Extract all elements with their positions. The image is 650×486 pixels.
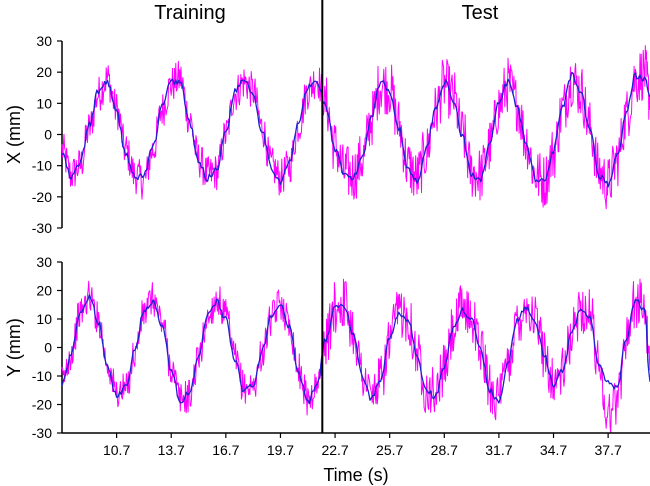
x-tick-label: 31.7 [485,442,512,458]
x-tick-label: 25.7 [376,442,403,458]
x-tick-label: 37.7 [595,442,622,458]
y-tick-label-y: -30 [32,425,52,441]
filtered-trace-y [61,294,650,405]
y-tick-label-y: 10 [36,311,52,327]
y-axis-title-y: Y (mm) [4,318,24,377]
x-position-panel: -30 -20 -10 0 10 20 30 X (mm) [4,33,650,236]
x-tick-label: 19.7 [267,442,294,458]
y-tick-label-x: -30 [32,220,52,236]
y-tick-label-x: -20 [32,189,52,205]
test-section-label: Test [462,2,499,24]
y-tick-label-x: 10 [36,95,52,111]
x-tick-label: 22.7 [321,442,348,458]
y-tick-label-y: -10 [32,368,52,384]
y-axis-title-x: X (mm) [4,105,24,164]
y-tick-label-y: 0 [44,340,52,356]
y-position-panel: -30 -20 -10 0 10 20 30 Y (mm) [4,254,650,441]
x-tick-label: 34.7 [540,442,567,458]
y-tick-label-y: 30 [36,254,52,270]
raw-trace-x [61,45,650,210]
x-tick-label: 13.7 [158,442,185,458]
y-tick-label-y: -20 [32,397,52,413]
time-axis-title: Time (s) [323,465,388,485]
y-tick-label-y: 20 [36,283,52,299]
raw-trace-y [61,278,650,434]
training-section-label: Training [154,2,226,24]
y-tick-label-x: -10 [32,158,52,174]
filtered-trace-x [61,71,650,188]
y-tick-label-x: 30 [36,33,52,49]
x-tick-label: 28.7 [431,442,458,458]
x-tick-label: 10.7 [103,442,130,458]
time-axis: 10.7 13.7 16.7 19.7 22.7 25.7 28.7 31.7 34.7 37.7 [62,432,650,458]
y-tick-label-x: 20 [36,64,52,80]
y-tick-label-x: 0 [44,127,52,143]
x-tick-label: 16.7 [212,442,239,458]
